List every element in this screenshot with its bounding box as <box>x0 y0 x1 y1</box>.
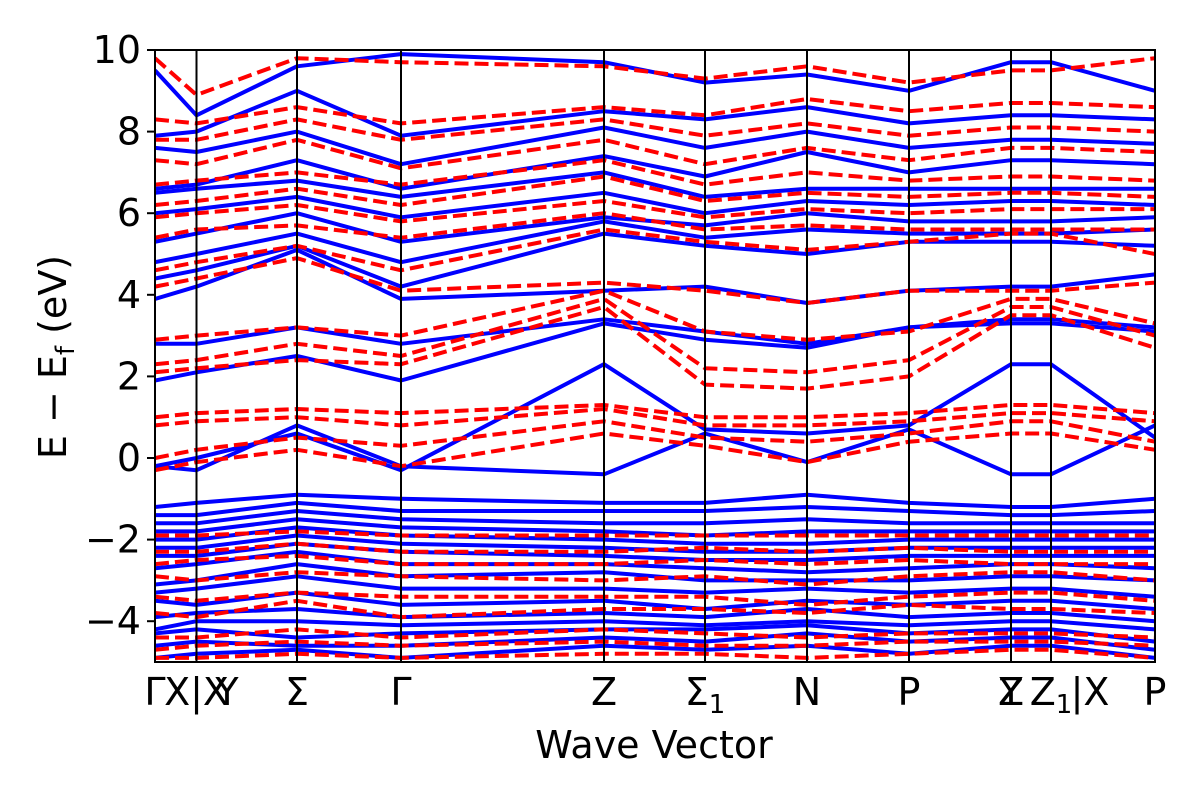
y-tick-label: 6 <box>117 191 141 235</box>
x-tick-label: |X <box>1071 670 1110 715</box>
x-tick-label: X|X <box>164 670 229 715</box>
y-tick-label: 2 <box>117 354 141 398</box>
x-tick-label: N <box>793 670 821 714</box>
x-tick-label: Γ <box>390 670 411 714</box>
blue-band-20 <box>155 247 1155 305</box>
x-axis-label: Wave Vector <box>535 723 773 767</box>
x-tick-label: P <box>898 670 921 714</box>
x-tick-label: Σ1 <box>685 670 726 720</box>
x-tick-label: Z <box>998 670 1024 714</box>
x-tick-label: P <box>1144 670 1167 714</box>
blue-band-18 <box>155 321 1155 383</box>
x-tick-label: Y <box>998 670 1023 714</box>
y-axis-label: E − Ef (eV) <box>31 255 81 459</box>
red-band-17 <box>155 227 1155 273</box>
x-tick-label: Γ <box>144 670 165 714</box>
blue-band-27 <box>155 125 1155 167</box>
red-band-9 <box>155 431 1155 473</box>
x-tick-label: Z1 <box>1030 670 1073 720</box>
red-band-18 <box>155 211 1155 240</box>
x-tick-label: Σ <box>285 670 309 714</box>
red-band-19 <box>155 199 1155 224</box>
x-tick-label: Z <box>591 670 617 714</box>
y-tick-label: 4 <box>117 273 141 317</box>
y-tick-label: −2 <box>85 518 141 562</box>
y-tick-label: 10 <box>93 28 141 72</box>
red-band-16 <box>155 256 1155 305</box>
blue-band-25 <box>155 170 1155 199</box>
plot-frame <box>154 49 1156 663</box>
red-band-21 <box>155 158 1155 187</box>
red-band-20 <box>155 174 1155 207</box>
spin-up-bands <box>155 52 1155 660</box>
red-band-23 <box>155 117 1155 142</box>
y-tick-label: 0 <box>117 436 141 480</box>
x-tick-label: Y <box>214 670 239 714</box>
x-axis-ticks: ΓX|XY Σ Γ Z Σ1 N P YZ Z1|X P <box>144 670 1166 720</box>
y-tick-label: −4 <box>85 599 141 643</box>
red-band-10 <box>155 419 1155 460</box>
red-band-13 <box>155 305 1155 391</box>
y-tick-label: 8 <box>117 110 141 154</box>
blue-band-29 <box>155 52 1155 118</box>
y-axis-ticks: −4 −2 0 2 4 6 8 10 <box>85 28 155 643</box>
